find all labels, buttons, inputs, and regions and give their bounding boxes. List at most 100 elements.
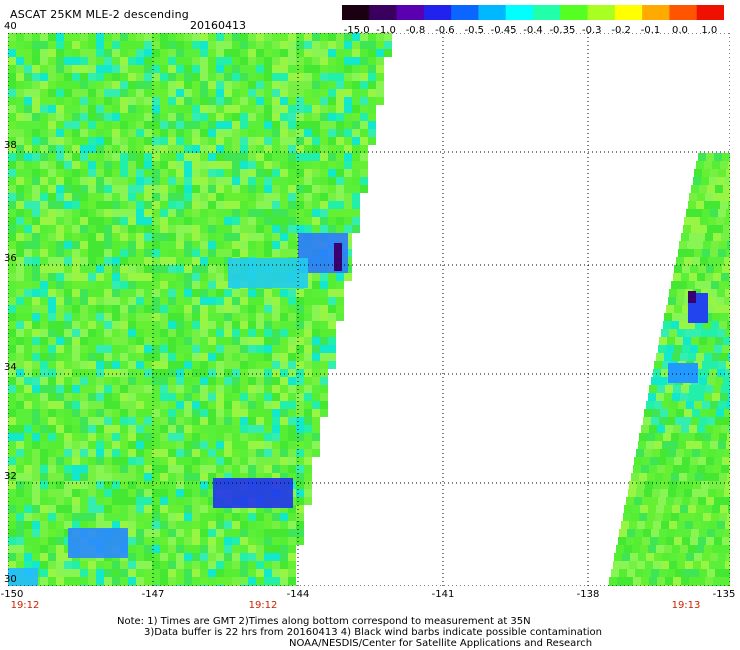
swath-cell (216, 369, 224, 377)
swath-cell (344, 129, 352, 137)
swath-cell (676, 409, 684, 417)
swath-cell (352, 121, 360, 129)
swath-cell (64, 425, 72, 433)
swath-cell (72, 137, 80, 145)
swath-cell (660, 449, 668, 457)
swath-cell (264, 329, 272, 337)
swath-cell (88, 185, 96, 193)
swath-cell (256, 569, 264, 577)
swath-cell (104, 441, 112, 449)
swath-cell (96, 297, 104, 305)
swath-cell (304, 329, 312, 337)
swath-cell (288, 249, 296, 257)
swath-cell (24, 561, 32, 569)
swath-cell (64, 401, 72, 409)
swath-cell (288, 41, 296, 49)
swath-cell (136, 505, 144, 513)
swath-feature (334, 243, 342, 271)
swath-cell (144, 249, 152, 257)
swath-cell (248, 409, 256, 417)
swath-cell (224, 337, 232, 345)
swath-cell (80, 337, 88, 345)
swath-cell (104, 209, 112, 217)
swath-cell (120, 313, 128, 321)
swath-cell (128, 369, 136, 377)
swath-cell (136, 553, 144, 561)
swath-cell (176, 369, 184, 377)
swath-cell (24, 105, 32, 113)
note-line-3: NOAA/NESDIS/Center for Satellite Applica… (289, 638, 593, 649)
swath-cell (320, 409, 328, 417)
swath-cell (296, 377, 304, 385)
swath-cell (224, 545, 232, 553)
swath-cell (224, 137, 232, 145)
swath-cell (248, 457, 256, 465)
swath-cell (96, 369, 104, 377)
swath-cell (176, 537, 184, 545)
swath-cell (112, 441, 120, 449)
swath-cell (312, 425, 320, 433)
swath-cell (96, 377, 104, 385)
swath-cell (663, 473, 671, 481)
swath-cell (208, 569, 216, 577)
swath-cell (184, 249, 192, 257)
swath-cell (72, 297, 80, 305)
swath-cell (717, 177, 725, 185)
swath-cell (88, 521, 96, 529)
swath-cell (112, 297, 120, 305)
swath-cell (168, 457, 176, 465)
swath-cell (264, 505, 272, 513)
swath-cell (658, 497, 666, 505)
swath-cell (72, 449, 80, 457)
swath-cell (631, 513, 639, 521)
swath-cell (264, 113, 272, 121)
swath-cell (705, 273, 713, 281)
swath-cell (296, 153, 304, 161)
swath-cell (24, 433, 32, 441)
swath-cell (694, 249, 702, 257)
swath-cell (152, 153, 160, 161)
swath-cell (184, 169, 192, 177)
swath-cell (16, 161, 24, 169)
swath-cell (40, 257, 48, 265)
swath-cell (296, 105, 304, 113)
swath-cell (280, 65, 288, 73)
swath-cell (144, 177, 152, 185)
swath-cell (176, 177, 184, 185)
swath-cell (352, 153, 360, 161)
swath-cell (312, 281, 320, 289)
swath-cell (16, 249, 24, 257)
swath-cell (320, 121, 328, 129)
swath-cell (272, 217, 280, 225)
swath-cell (625, 577, 633, 585)
swath-cell (32, 257, 40, 265)
swath-cell (64, 345, 72, 353)
swath-cell (714, 537, 722, 545)
swath-cell (48, 473, 56, 481)
swath-cell (32, 89, 40, 97)
swath-cell (40, 561, 48, 569)
swath-cell (136, 265, 144, 273)
swath-cell (88, 449, 96, 457)
swath-cell (677, 521, 685, 529)
swath-cell (16, 185, 24, 193)
lat-label: 38 (4, 140, 17, 151)
swath-cell (264, 361, 272, 369)
swath-cell (714, 265, 722, 273)
swath-cell (32, 41, 40, 49)
swath-cell (144, 401, 152, 409)
swath-cell (48, 425, 56, 433)
swath-cell (216, 577, 224, 585)
swath-cell (200, 113, 208, 121)
swath-cell (64, 217, 72, 225)
swath-cell (232, 305, 240, 313)
swath-cell (280, 153, 288, 161)
swath-cell (691, 225, 699, 233)
swath-cell (160, 329, 168, 337)
swath-cell (216, 393, 224, 401)
swath-cell (376, 97, 384, 105)
swath-cell (64, 513, 72, 521)
swath-cell (184, 265, 192, 273)
swath-cell (48, 545, 56, 553)
swath-cell (112, 145, 120, 153)
